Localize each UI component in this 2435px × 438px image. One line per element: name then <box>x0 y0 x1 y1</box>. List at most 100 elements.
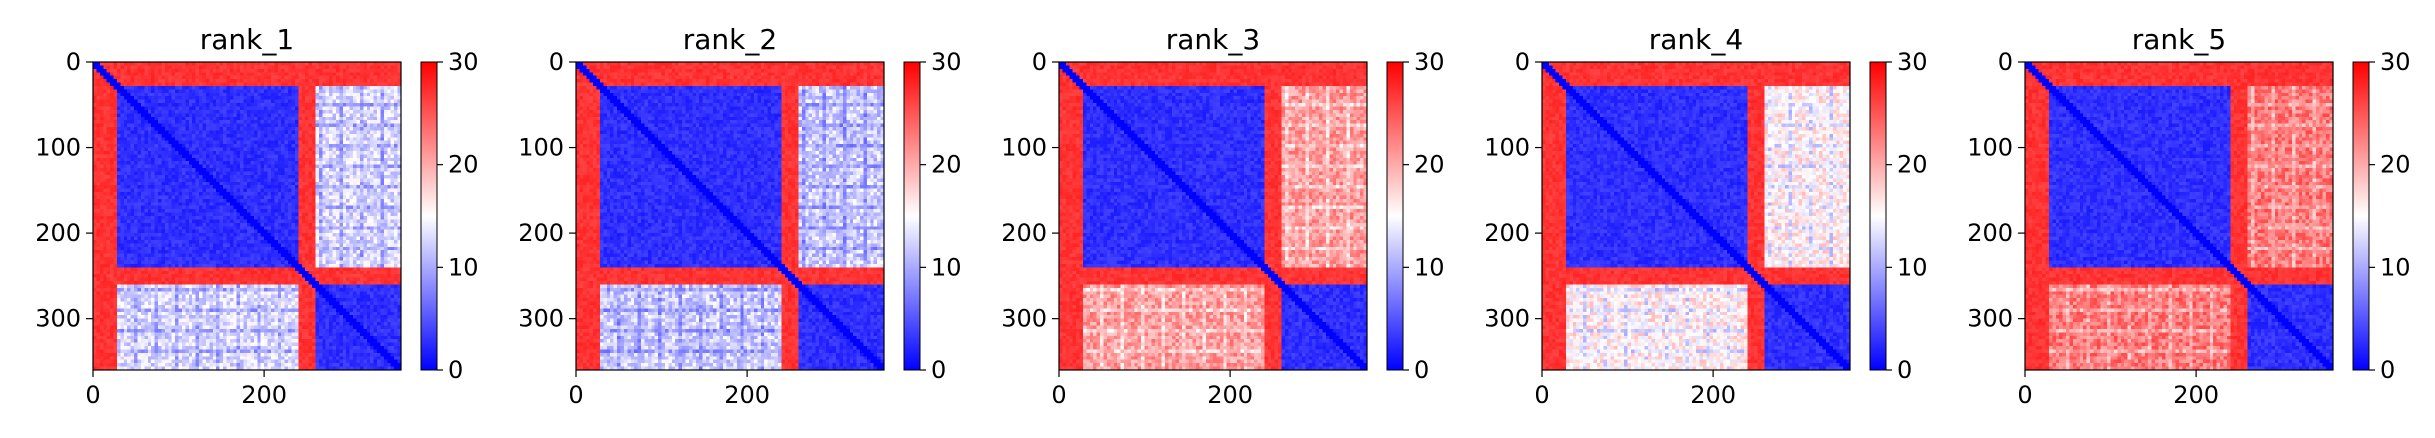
heatmap-cell <box>178 202 183 207</box>
heatmap-cell <box>240 75 244 80</box>
heatmap-cell <box>223 92 227 97</box>
heatmap-cell <box>209 209 214 213</box>
heatmap-cell <box>127 178 132 183</box>
heatmap-cell <box>202 133 207 138</box>
heatmap-cell <box>264 219 268 224</box>
heatmap-cell <box>110 233 114 237</box>
heatmap-cell <box>164 192 169 196</box>
heatmap-cell <box>202 161 207 166</box>
heatmap-cell <box>363 202 368 207</box>
heatmap-cell <box>387 72 392 77</box>
heatmap-cell <box>181 174 186 179</box>
heatmap-cell <box>185 147 190 152</box>
heatmap-cell <box>329 65 333 70</box>
heatmap-cell <box>349 89 354 94</box>
heatmap-cell <box>380 174 385 179</box>
heatmap-cell <box>151 226 155 231</box>
heatmap-cell <box>99 154 104 159</box>
heatmap-cell <box>264 96 268 101</box>
heatmap-cell <box>387 192 392 196</box>
heatmap-cell <box>144 205 149 210</box>
heatmap-cell <box>240 92 244 97</box>
heatmap-cell <box>181 246 186 251</box>
heatmap-cell <box>359 205 364 210</box>
heatmap-cell <box>370 164 375 169</box>
heatmap-cell <box>120 164 125 169</box>
heatmap-cell <box>377 82 381 87</box>
heatmap-cell <box>325 68 330 73</box>
heatmap-cell <box>223 62 227 66</box>
heatmap-cell <box>359 195 364 200</box>
heatmap-cell <box>325 192 330 196</box>
heatmap-cell <box>394 226 398 231</box>
heatmap-cell <box>390 157 395 162</box>
heatmap-cell <box>164 130 169 135</box>
heatmap-cell <box>93 192 97 196</box>
heatmap-cell <box>353 157 357 162</box>
heatmap-cell <box>356 120 361 124</box>
heatmap-cell <box>120 174 125 179</box>
heatmap-cell <box>332 89 337 94</box>
heatmap-cell <box>373 178 378 183</box>
heatmap-cell <box>168 120 173 124</box>
heatmap-cell <box>298 130 303 135</box>
heatmap-cell <box>274 133 279 138</box>
heatmap-cell <box>363 154 368 159</box>
heatmap-cell <box>284 82 289 87</box>
heatmap-cell <box>363 150 368 155</box>
heatmap-cell <box>123 92 128 97</box>
heatmap-cell <box>93 113 97 118</box>
heatmap-cell <box>216 144 221 148</box>
heatmap-cell <box>346 195 351 200</box>
heatmap-cell <box>318 85 323 90</box>
heatmap-cell <box>267 219 272 224</box>
heatmap-cell <box>346 164 351 169</box>
heatmap-cell <box>219 154 224 159</box>
heatmap-cell <box>120 212 125 217</box>
heatmap-cell <box>253 239 258 244</box>
heatmap-cell <box>158 140 162 145</box>
heatmap-cell <box>312 168 316 172</box>
heatmap-cell <box>229 174 234 179</box>
heatmap-cell <box>229 96 234 101</box>
heatmap-cell <box>312 233 316 237</box>
heatmap-cell <box>188 113 193 118</box>
heatmap-cell <box>134 133 138 138</box>
heatmap-cell <box>181 103 186 107</box>
heatmap-cell <box>178 89 183 94</box>
heatmap-cell <box>185 72 190 77</box>
heatmap-cell <box>356 219 361 224</box>
heatmap-cell <box>226 168 231 172</box>
heatmap-cell <box>199 229 203 234</box>
heatmap-cell <box>274 188 279 193</box>
heatmap-cell <box>110 150 114 155</box>
heatmap-cell <box>192 209 197 213</box>
heatmap-cell <box>342 75 347 80</box>
heatmap-cell <box>164 171 169 176</box>
heatmap-cell <box>298 75 303 80</box>
heatmap-cell <box>120 250 125 255</box>
heatmap-cell <box>240 109 244 114</box>
heatmap-cell <box>370 103 375 107</box>
heatmap-cell <box>312 161 316 166</box>
heatmap-cell <box>134 233 138 237</box>
heatmap-cell <box>223 212 227 217</box>
heatmap-cell <box>305 209 309 213</box>
heatmap-cell <box>397 116 402 121</box>
heatmap-cell <box>168 89 173 94</box>
heatmap-cell <box>377 79 381 83</box>
heatmap-cell <box>380 161 385 166</box>
heatmap-cell <box>270 109 275 114</box>
heatmap-cell <box>397 226 402 231</box>
heatmap-cell <box>318 92 323 97</box>
heatmap-cell <box>332 198 337 203</box>
heatmap-cell <box>312 116 316 121</box>
heatmap-cell <box>322 75 327 80</box>
heatmap-cell <box>335 243 340 248</box>
heatmap-cell <box>134 164 138 169</box>
heatmap-cell <box>171 106 176 111</box>
heatmap-cell <box>123 150 128 155</box>
heatmap-cell <box>315 195 320 200</box>
heatmap-cell <box>161 188 166 193</box>
heatmap-cell <box>373 103 378 107</box>
